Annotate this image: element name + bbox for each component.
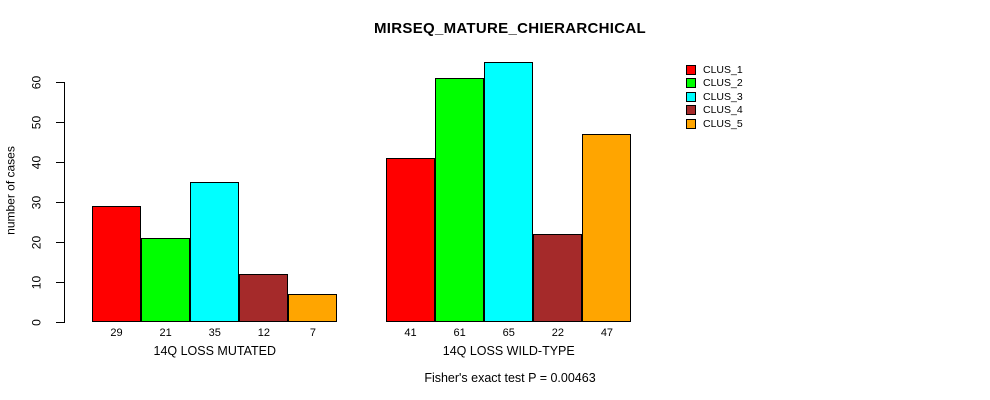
y-tick-label: 20 <box>29 235 44 250</box>
bar-value-label: 21 <box>159 327 172 339</box>
y-tick-label: 50 <box>29 115 44 130</box>
legend-color-swatch <box>686 78 696 89</box>
y-tick-mark <box>56 162 64 163</box>
y-tick-mark <box>56 122 64 123</box>
bar <box>435 78 485 322</box>
y-tick-mark <box>56 242 64 243</box>
group-label: 14Q LOSS MUTATED <box>153 344 276 358</box>
legend-color-swatch <box>686 65 696 75</box>
y-tick-label: 30 <box>29 195 44 210</box>
y-axis-label: number of cases <box>3 146 18 235</box>
bar-value-label: 61 <box>453 327 466 339</box>
bar <box>484 62 534 322</box>
bar-value-label: 7 <box>309 327 316 339</box>
y-tick-mark <box>56 282 64 283</box>
legend-color-swatch <box>686 118 696 129</box>
legend-color-swatch <box>686 105 696 116</box>
y-tick-mark <box>56 82 64 83</box>
chart-title: MIRSEQ_MATURE_CHIERARCHICAL <box>374 20 646 37</box>
y-tick-mark <box>56 322 64 323</box>
y-axis-line <box>64 82 65 323</box>
y-tick-label: 0 <box>29 319 44 326</box>
y-tick-label: 40 <box>29 155 44 170</box>
bar-value-label: 41 <box>404 327 417 339</box>
bar <box>190 182 240 322</box>
y-tick-label: 60 <box>29 75 44 90</box>
bar-value-label: 35 <box>208 327 221 339</box>
legend-label: CLUS_1 <box>703 64 743 76</box>
legend-label: CLUS_4 <box>703 104 743 117</box>
caption: Fisher's exact test P = 0.00463 <box>424 371 596 385</box>
bar <box>92 206 142 322</box>
bar-value-label: 22 <box>551 327 564 339</box>
y-tick-mark <box>56 202 64 203</box>
bar-value-label: 65 <box>502 327 515 339</box>
legend-label: CLUS_2 <box>703 77 743 90</box>
bar <box>288 294 338 322</box>
legend-label: CLUS_3 <box>703 90 743 103</box>
bar <box>141 238 191 322</box>
legend-color-swatch <box>686 91 696 102</box>
bar <box>533 234 583 322</box>
group-label: 14Q LOSS WILD-TYPE <box>442 344 575 358</box>
bar <box>582 134 632 322</box>
bar-value-label: 29 <box>110 327 123 339</box>
legend-label: CLUS_5 <box>703 117 743 130</box>
bar-value-label: 12 <box>257 327 270 339</box>
bar-value-label: 47 <box>600 327 614 339</box>
bar <box>239 274 289 322</box>
y-tick-label: 10 <box>29 275 44 290</box>
bar <box>386 158 436 322</box>
